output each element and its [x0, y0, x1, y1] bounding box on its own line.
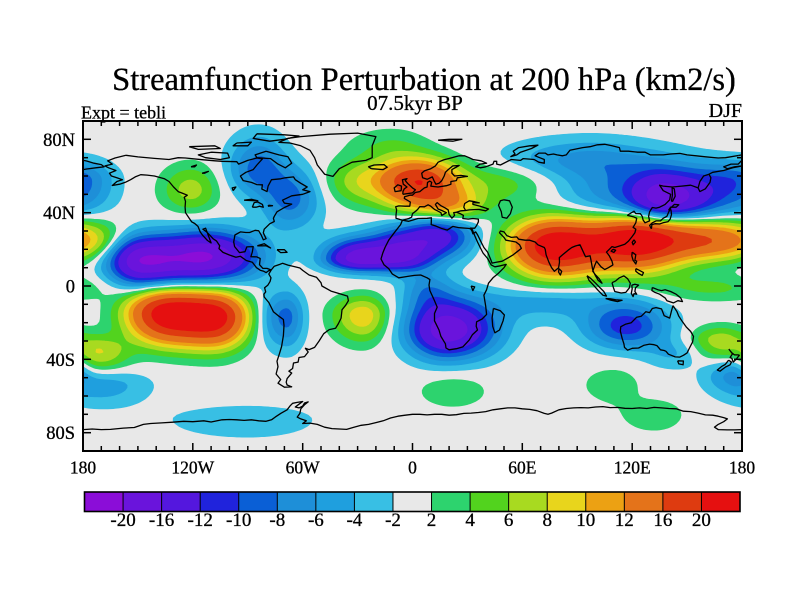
svg-text:60E: 60E — [508, 458, 536, 478]
svg-text:120W: 120W — [171, 458, 214, 478]
svg-text:20: 20 — [692, 510, 711, 531]
svg-text:10: 10 — [576, 510, 595, 531]
svg-text:180: 180 — [70, 458, 97, 478]
svg-text:60W: 60W — [286, 458, 321, 478]
svg-text:6: 6 — [504, 510, 514, 531]
svg-text:Streamfunction Perturbation at: Streamfunction Perturbation at 200 hPa (… — [112, 62, 736, 98]
svg-text:-20: -20 — [110, 510, 135, 531]
svg-text:40N: 40N — [43, 204, 75, 224]
svg-text:Expt = tebli: Expt = tebli — [81, 103, 166, 123]
svg-text:-2: -2 — [385, 510, 401, 531]
svg-text:12: 12 — [615, 510, 634, 531]
svg-text:-4: -4 — [346, 510, 362, 531]
svg-text:80N: 80N — [43, 131, 75, 151]
svg-text:-10: -10 — [226, 510, 251, 531]
svg-text:-16: -16 — [149, 510, 174, 531]
svg-text:-12: -12 — [188, 510, 213, 531]
svg-text:180: 180 — [729, 458, 756, 478]
svg-text:16: 16 — [653, 510, 672, 531]
svg-text:40S: 40S — [46, 351, 75, 371]
svg-text:DJF: DJF — [709, 100, 742, 122]
svg-text:4: 4 — [465, 510, 475, 531]
svg-text:2: 2 — [427, 510, 437, 531]
svg-text:0: 0 — [66, 278, 75, 298]
svg-text:80S: 80S — [46, 424, 75, 444]
svg-text:07.5kyr BP: 07.5kyr BP — [367, 91, 463, 115]
svg-text:-6: -6 — [308, 510, 324, 531]
svg-text:8: 8 — [542, 510, 552, 531]
svg-text:-8: -8 — [269, 510, 285, 531]
svg-text:0: 0 — [408, 458, 417, 478]
svg-text:120E: 120E — [614, 458, 651, 478]
